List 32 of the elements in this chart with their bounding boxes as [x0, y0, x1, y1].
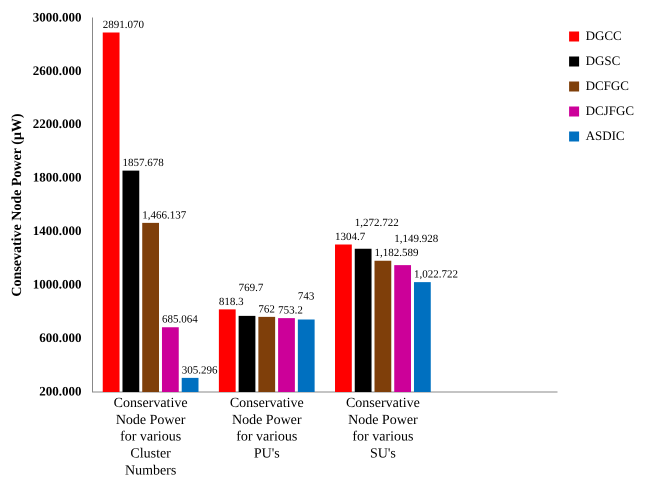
legend-label: DGSC: [586, 52, 620, 68]
legend-label: DCJFGC: [586, 102, 634, 118]
legend-label: ASDIC: [586, 128, 625, 143]
y-tick-label: 600.000: [39, 330, 82, 345]
data-label: 1,182.589: [374, 247, 419, 260]
y-tick-label: 3000.000: [32, 9, 82, 24]
data-label: 769.7: [238, 282, 264, 294]
data-label: 2891.070: [102, 18, 144, 31]
data-label: 1,022.722: [414, 268, 458, 280]
y-tick-label: 1800.000: [32, 170, 82, 185]
x-tick-label: Conservative Node Power for various Cluster Numbers: [114, 396, 188, 478]
y-tick-label: 1400.000: [32, 223, 82, 238]
data-label: 1304.7: [335, 230, 366, 243]
data-label: 685.064: [162, 314, 198, 326]
x-tick-label: Conservative Node Power for various PU's: [230, 396, 304, 462]
data-label: 1,466.137: [142, 209, 187, 222]
y-tick-label: 2600.000: [32, 62, 82, 78]
x-tick-label: Conservative Node Power for various SU's: [346, 396, 420, 462]
data-label: 305.296: [182, 364, 218, 376]
data-label: 1,149.928: [394, 233, 439, 246]
legend-label: DGCC: [586, 28, 622, 43]
y-tick-label: 200.000: [39, 383, 82, 398]
data-label: 1,272.722: [354, 216, 399, 229]
data-label: 743: [298, 290, 315, 302]
y-tick-label: 1000.000: [32, 276, 82, 292]
data-label: 762: [258, 303, 275, 316]
y-tick-label: 2200.000: [32, 116, 82, 132]
legend-label: DCFGC: [586, 78, 629, 93]
data-label: 1857.678: [122, 156, 164, 169]
y-axis-title: Consevative Node Power (µW): [10, 113, 26, 297]
data-label: 818.3: [218, 296, 244, 308]
data-label: 753.2: [278, 304, 303, 316]
